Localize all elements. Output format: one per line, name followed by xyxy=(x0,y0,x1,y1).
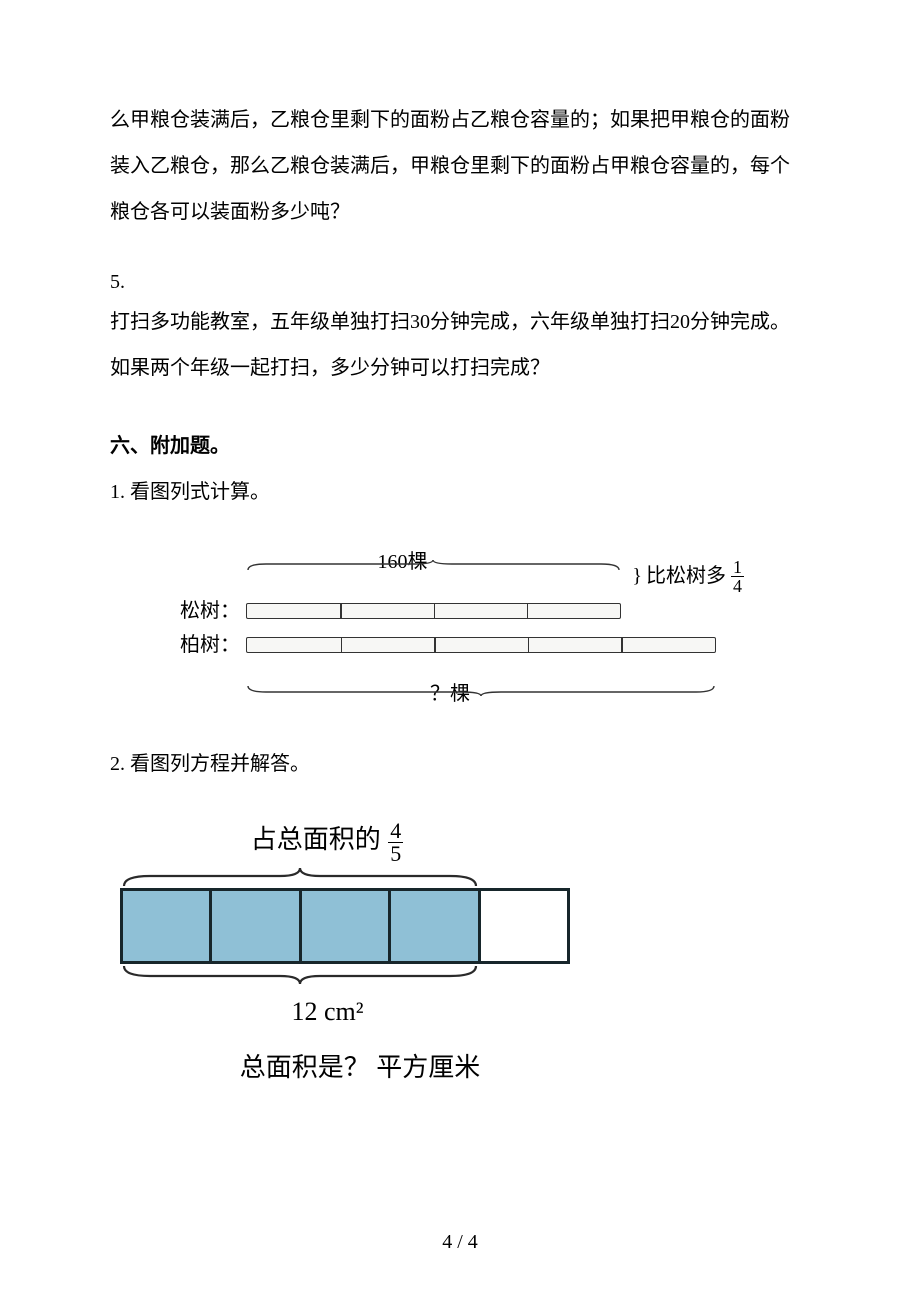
fig1-right-text: 比松树多 xyxy=(646,556,726,596)
q5-number: 5. xyxy=(110,262,810,302)
section-6-item-2: 2. 看图列方程并解答。 xyxy=(110,744,810,784)
fig1-tick xyxy=(434,638,436,652)
fig2-bottom-text: 总面积是？ 平方厘米 xyxy=(130,1042,590,1094)
fig1-tick xyxy=(621,638,623,652)
fig2-brace-bot xyxy=(120,964,480,986)
fig1-brace-bot xyxy=(246,684,716,696)
fig1-right-frac-den: 4 xyxy=(731,577,744,595)
fig2-top-frac-den: 5 xyxy=(388,843,403,865)
q5-line-2: 如果两个年级一起打扫，多少分钟可以打扫完成？ xyxy=(110,348,810,388)
fig2-box xyxy=(481,891,567,961)
page-number: 4 / 4 xyxy=(0,1222,920,1262)
section-6-item-1: 1. 看图列式计算。 xyxy=(110,472,810,512)
continuation-line-3: 粮仓各可以装面粉多少吨？ xyxy=(110,192,810,232)
fig1-row2-label: 柏树： xyxy=(180,625,246,665)
fig2-box xyxy=(302,891,391,961)
continuation-line-2: 装入乙粮仓，那么乙粮仓装满后，甲粮仓里剩下的面粉占甲粮仓容量的，每个 xyxy=(110,146,810,186)
fig1-right-frac: 1 4 xyxy=(731,558,744,595)
fig1-tick xyxy=(434,604,436,618)
figure-2: 占总面积的 4 5 12 cm² 总面积是？ 平方厘米 xyxy=(110,814,810,1094)
section-6-header: 六、附加题。 xyxy=(110,426,810,466)
fig2-box xyxy=(391,891,480,961)
fig2-boxes xyxy=(120,888,570,964)
fig1-bar-top xyxy=(246,603,621,619)
fig2-top-frac: 4 5 xyxy=(388,820,403,865)
fig1-bar-bot xyxy=(246,637,716,653)
q5-line-1: 打扫多功能教室，五年级单独打扫30分钟完成，六年级单独打扫20分钟完成。 xyxy=(110,302,810,342)
fig2-box xyxy=(212,891,301,961)
continuation-line-1: 么甲粮仓装满后，乙粮仓里剩下的面粉占乙粮仓容量的；如果把甲粮仓的面粉 xyxy=(110,100,810,140)
fig1-tick xyxy=(527,604,529,618)
fig1-small-brace: } xyxy=(632,556,642,596)
fig1-right-note: } 比松树多 1 4 xyxy=(632,556,745,596)
fig2-top-text: 占总面积的 xyxy=(251,825,381,854)
fig1-tick xyxy=(341,638,343,652)
fig1-right-frac-num: 1 xyxy=(731,558,744,577)
fig2-box xyxy=(123,891,212,961)
figure-1: 160棵 松树： } 比松树多 1 4 柏树： xyxy=(110,542,810,714)
fig1-tick xyxy=(528,638,530,652)
fig2-mid-label: 12 cm² xyxy=(65,986,590,1038)
fig2-top-label: 占总面积的 4 5 xyxy=(65,814,590,866)
fig2-top-frac-num: 4 xyxy=(388,820,403,843)
fig1-tick xyxy=(340,604,342,618)
fig2-brace-top xyxy=(120,866,480,888)
fig1-brace-top xyxy=(246,560,621,572)
